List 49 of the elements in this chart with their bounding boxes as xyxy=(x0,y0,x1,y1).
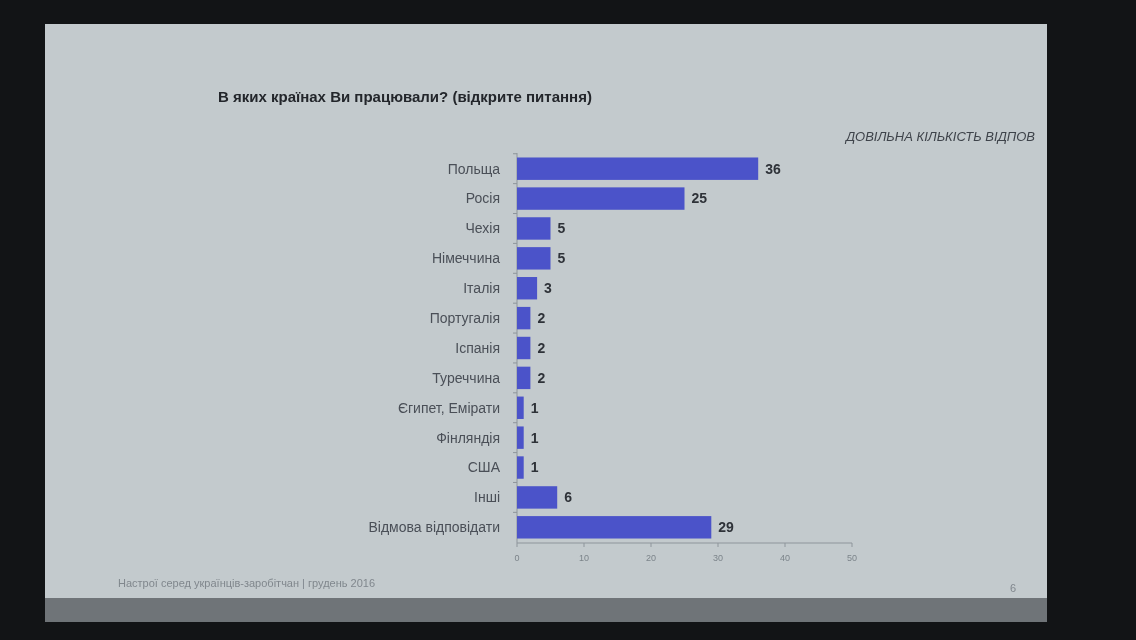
bar xyxy=(517,486,558,509)
y-tick-label: Інші xyxy=(474,489,500,506)
y-tick-label: Німеччина xyxy=(431,250,501,267)
data-label: 29 xyxy=(718,519,735,536)
data-label: 1 xyxy=(530,459,539,476)
data-label: 5 xyxy=(557,220,566,237)
x-tick-label: 30 xyxy=(712,553,724,563)
chart-title: В яких країнах Ви працювали? (відкрите питання) xyxy=(218,88,592,105)
x-tick-label: 50 xyxy=(846,553,858,563)
x-tick-label: 10 xyxy=(578,553,590,563)
x-tick-label: 0 xyxy=(514,553,520,563)
bar xyxy=(517,217,551,240)
bar xyxy=(517,336,531,360)
data-label: 3 xyxy=(544,280,553,297)
y-tick-label: Італія xyxy=(463,280,500,297)
bar xyxy=(517,456,524,479)
y-tick-label: Єгипет, Емірати xyxy=(397,399,500,416)
y-tick-label: Фінляндія xyxy=(436,429,500,446)
y-tick-label: Росія xyxy=(465,190,500,207)
data-label: 1 xyxy=(530,429,539,446)
data-label: 5 xyxy=(557,250,566,267)
bar xyxy=(517,396,524,419)
data-label: 1 xyxy=(530,399,539,416)
bar xyxy=(517,306,531,330)
data-label: 2 xyxy=(537,369,546,386)
bar xyxy=(517,277,538,300)
y-tick-label: Іспанія xyxy=(455,339,500,356)
text: 6 xyxy=(1009,582,1016,594)
y-tick-label: Чехія xyxy=(465,220,500,237)
x-tick-label: 40 xyxy=(779,553,791,563)
bar xyxy=(517,187,685,210)
bar xyxy=(517,516,712,539)
data-label: 25 xyxy=(691,190,708,207)
y-tick-label: Португалія xyxy=(429,310,500,327)
y-tick-label: Туреччина xyxy=(432,369,501,386)
bar xyxy=(517,247,551,270)
y-tick-label: Відмова відповідати xyxy=(368,519,500,536)
data-label: 2 xyxy=(537,310,546,327)
data-label: 6 xyxy=(564,489,573,506)
bar xyxy=(517,366,531,390)
data-label: 2 xyxy=(537,339,546,356)
bar xyxy=(517,426,524,449)
y-tick-label: Польща xyxy=(447,160,501,177)
y-tick-label: США xyxy=(467,459,501,476)
text: ДОВІЛЬНА КІЛЬКІСТЬ ВІДПОВ xyxy=(843,129,1036,144)
text: Настрої серед українців-заробітчан | грудень 2016 xyxy=(118,577,376,589)
x-tick-label: 20 xyxy=(645,553,657,563)
bar xyxy=(517,157,759,180)
data-label: 36 xyxy=(765,160,781,177)
